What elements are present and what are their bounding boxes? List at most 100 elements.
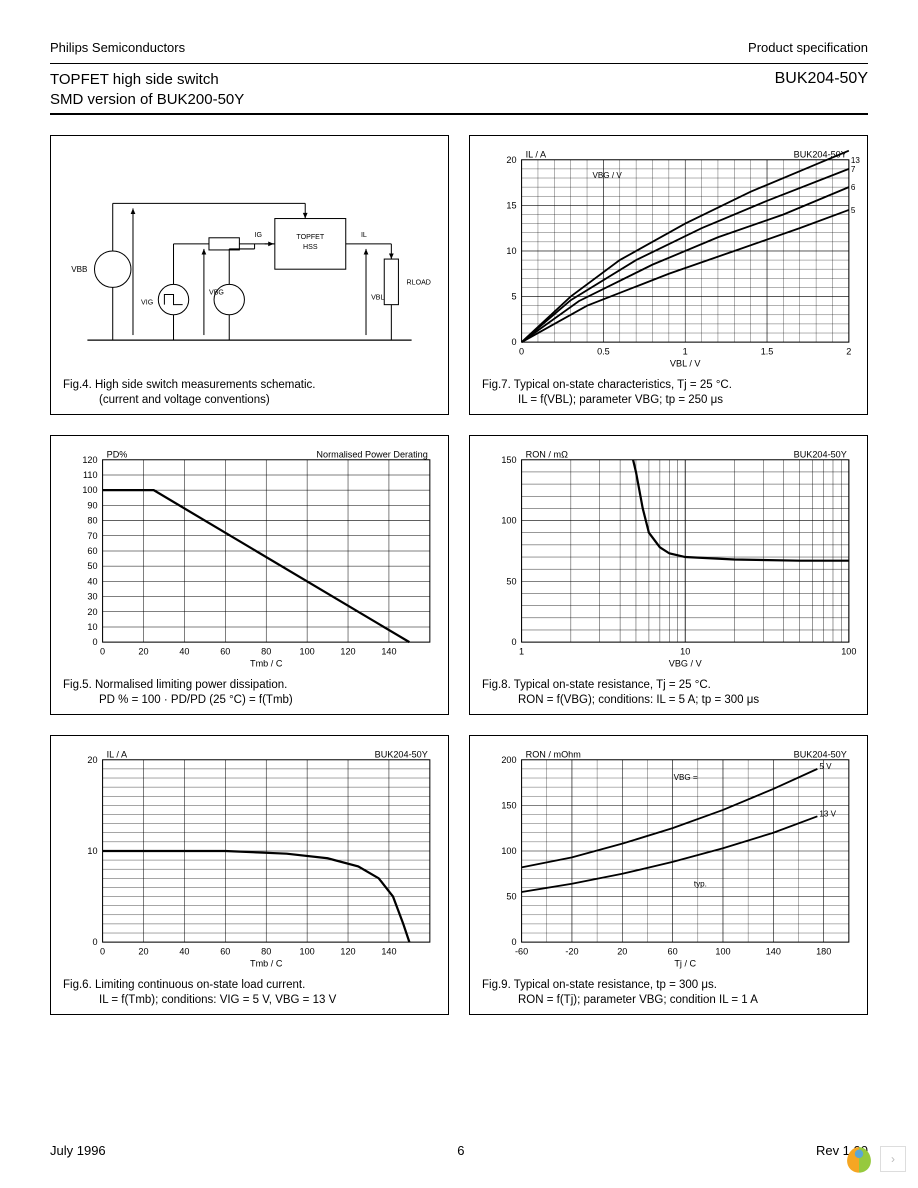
svg-text:IG: IG xyxy=(255,231,262,239)
fig4-caption1: Fig.4. High side switch measurements sch… xyxy=(63,378,436,393)
fig9-caption2: RON = f(Tj); parameter VBG; condition IL… xyxy=(482,993,855,1008)
svg-text:40: 40 xyxy=(179,646,189,656)
svg-text:80: 80 xyxy=(87,516,97,526)
svg-text:15: 15 xyxy=(506,200,516,210)
svg-text:50: 50 xyxy=(506,576,516,586)
svg-text:20: 20 xyxy=(87,755,97,765)
rule-top xyxy=(50,63,868,64)
figure-5-panel: 0204060801001201400102030405060708090100… xyxy=(50,435,449,715)
figure-6-panel: 02040608010012014001020IL / ATmb / CBUK2… xyxy=(50,735,449,1015)
figure-7-panel: 00.511.5205101520IL / AVBL / VBUK204-50Y… xyxy=(469,135,868,415)
svg-text:VBG / V: VBG / V xyxy=(669,658,703,668)
figure-4-svg: VBBTOPFETHSSRLOADILVBLVIGIGVBG xyxy=(57,142,442,376)
svg-text:110: 110 xyxy=(83,470,98,480)
figure-7-svg: 00.511.5205101520IL / AVBL / VBUK204-50Y… xyxy=(476,142,861,376)
svg-text:RON / mOhm: RON / mOhm xyxy=(526,750,581,760)
svg-text:140: 140 xyxy=(381,646,396,656)
svg-text:RON / mΩ: RON / mΩ xyxy=(526,450,568,460)
spec-label: Product specification xyxy=(748,40,868,55)
svg-text:10: 10 xyxy=(87,846,97,856)
svg-text:0: 0 xyxy=(92,637,97,647)
svg-text:BUK204-50Y: BUK204-50Y xyxy=(794,450,847,460)
svg-text:5: 5 xyxy=(511,292,516,302)
pager-logo-icon xyxy=(842,1142,876,1176)
svg-text:VBG =: VBG = xyxy=(674,773,698,782)
figure-8-svg: 110100050100150RON / mΩVBG / VBUK204-50Y xyxy=(476,442,861,676)
rule-title xyxy=(50,113,868,115)
fig9-caption1: Fig.9. Typical on-state resistance, tp =… xyxy=(482,978,855,993)
svg-text:BUK204-50Y: BUK204-50Y xyxy=(794,750,847,760)
fig7-caption1: Fig.7. Typical on-state characteristics,… xyxy=(482,378,855,393)
svg-text:RLOAD: RLOAD xyxy=(407,278,431,286)
svg-text:7: 7 xyxy=(851,165,856,174)
chevron-right-icon: › xyxy=(891,1152,895,1166)
svg-text:20: 20 xyxy=(138,946,148,956)
svg-text:20: 20 xyxy=(138,646,148,656)
figure-9-svg: -60-202060100140180050100150200RON / mOh… xyxy=(476,742,861,976)
svg-text:VIG: VIG xyxy=(141,299,153,307)
svg-text:200: 200 xyxy=(501,755,516,765)
svg-text:60: 60 xyxy=(87,546,97,556)
svg-text:0: 0 xyxy=(92,937,97,947)
svg-text:50: 50 xyxy=(87,561,97,571)
figure-6-svg: 02040608010012014001020IL / ATmb / CBUK2… xyxy=(57,742,442,976)
svg-text:100: 100 xyxy=(715,946,730,956)
svg-text:70: 70 xyxy=(87,531,97,541)
svg-text:PD%: PD% xyxy=(107,450,128,460)
svg-text:0: 0 xyxy=(511,637,516,647)
svg-text:0.5: 0.5 xyxy=(597,346,610,356)
svg-text:140: 140 xyxy=(766,946,781,956)
svg-text:IL: IL xyxy=(361,231,367,239)
svg-text:0: 0 xyxy=(511,937,516,947)
svg-text:100: 100 xyxy=(82,485,97,495)
svg-text:1.5: 1.5 xyxy=(761,346,774,356)
svg-text:50: 50 xyxy=(506,892,516,902)
svg-text:10: 10 xyxy=(506,246,516,256)
svg-text:Normalised Power Derating: Normalised Power Derating xyxy=(316,450,427,460)
svg-text:80: 80 xyxy=(261,946,271,956)
svg-text:VBG / V: VBG / V xyxy=(593,171,623,180)
svg-text:100: 100 xyxy=(300,646,315,656)
svg-text:150: 150 xyxy=(501,455,516,465)
svg-text:IL / A: IL / A xyxy=(107,750,128,760)
svg-text:120: 120 xyxy=(82,455,97,465)
pager-next-button[interactable]: › xyxy=(880,1146,906,1172)
svg-text:VBL / V: VBL / V xyxy=(670,358,701,368)
fig8-caption2: RON = f(VBG); conditions: IL = 5 A; tp =… xyxy=(482,693,855,708)
svg-text:80: 80 xyxy=(261,646,271,656)
fig7-caption2: IL = f(VBL); parameter VBG; tp = 250 μs xyxy=(482,393,855,408)
fig4-caption2: (current and voltage conventions) xyxy=(63,393,436,408)
svg-text:Tj / C: Tj / C xyxy=(674,958,696,968)
figure-5-svg: 0204060801001201400102030405060708090100… xyxy=(57,442,442,676)
svg-text:13 V: 13 V xyxy=(819,809,836,818)
svg-text:40: 40 xyxy=(179,946,189,956)
fig6-caption2: IL = f(Tmb); conditions: VIG = 5 V, VBG … xyxy=(63,993,436,1008)
footer-date: July 1996 xyxy=(50,1143,106,1158)
svg-text:30: 30 xyxy=(87,592,97,602)
fig6-caption1: Fig.6. Limiting continuous on-state load… xyxy=(63,978,436,993)
svg-text:60: 60 xyxy=(220,646,230,656)
svg-text:120: 120 xyxy=(340,646,355,656)
svg-text:20: 20 xyxy=(87,607,97,617)
svg-text:100: 100 xyxy=(501,516,516,526)
svg-text:HSS: HSS xyxy=(303,243,318,251)
footer-page: 6 xyxy=(457,1143,464,1158)
svg-text:180: 180 xyxy=(816,946,831,956)
svg-text:2: 2 xyxy=(846,346,851,356)
svg-text:0: 0 xyxy=(100,646,105,656)
title-line2: SMD version of BUK200-50Y xyxy=(50,90,244,110)
svg-text:100: 100 xyxy=(501,846,516,856)
svg-text:40: 40 xyxy=(87,576,97,586)
svg-text:100: 100 xyxy=(841,646,856,656)
figure-8-panel: 110100050100150RON / mΩVBG / VBUK204-50Y… xyxy=(469,435,868,715)
svg-text:-20: -20 xyxy=(565,946,578,956)
svg-text:VBG: VBG xyxy=(209,289,224,297)
svg-text:13: 13 xyxy=(851,156,861,165)
svg-text:60: 60 xyxy=(668,946,678,956)
svg-text:0: 0 xyxy=(511,337,516,347)
svg-text:IL / A: IL / A xyxy=(526,150,547,160)
svg-text:VBB: VBB xyxy=(71,265,87,274)
svg-text:1: 1 xyxy=(519,646,524,656)
svg-text:90: 90 xyxy=(87,500,97,510)
svg-text:typ.: typ. xyxy=(694,879,707,888)
